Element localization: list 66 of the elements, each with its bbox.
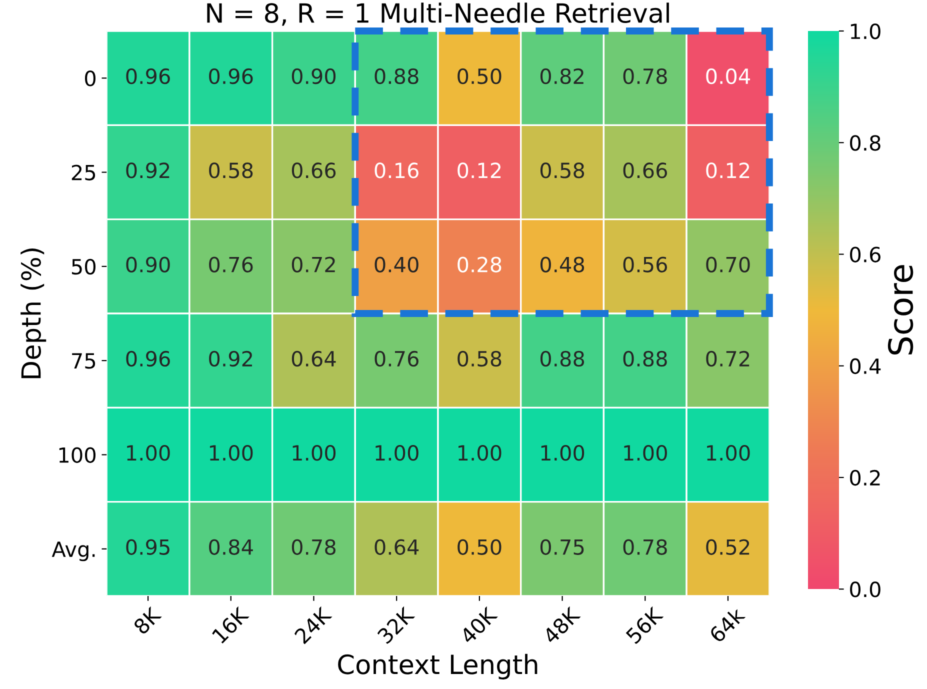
data-label: 0.72 <box>292 256 335 272</box>
data-label: 0.66 <box>292 162 336 178</box>
data-label: 0.56 <box>623 256 668 272</box>
data-label: 1.00 <box>707 445 750 461</box>
chart-title: N = 8, R = 1 Multi-Needle Retrieval <box>207 2 669 26</box>
data-label: 0.84 <box>209 539 253 555</box>
data-label: 0.12 <box>706 162 750 178</box>
data-label: 0.40 <box>374 256 418 272</box>
color-bar-label: 0.6 <box>850 246 880 262</box>
data-label: 0.58 <box>540 162 584 178</box>
data-label: 0.52 <box>706 539 750 555</box>
color-bar-label: 0.4 <box>850 358 881 374</box>
data-label: 0.58 <box>209 162 253 178</box>
data-label: 1.00 <box>458 445 502 461</box>
data-label: 0.95 <box>126 539 170 555</box>
data-label: 0.72 <box>706 350 750 367</box>
y-tick-label: 50 <box>72 258 96 275</box>
data-label: 0.75 <box>540 539 584 555</box>
y-tick-label: 75 <box>72 353 96 369</box>
data-label: 0.04 <box>706 68 750 84</box>
data-label: 0.50 <box>458 68 502 84</box>
y-tick-label: 100 <box>59 447 96 463</box>
data-label: 1.00 <box>292 445 336 461</box>
data-label: 1.00 <box>127 445 170 461</box>
data-label: 0.88 <box>374 68 418 84</box>
data-label: 0.50 <box>458 539 502 555</box>
data-label: 0.88 <box>540 350 584 367</box>
data-label: 0.76 <box>209 256 253 272</box>
x-tick-label: 64k <box>708 606 746 644</box>
x-axis-title: Context Length <box>338 654 538 680</box>
y-tick-label: Avg. <box>52 542 95 562</box>
data-label: 0.48 <box>540 256 584 272</box>
data-label: 0.12 <box>458 162 501 178</box>
y-tick-label: 25 <box>72 164 96 180</box>
data-label: 1.00 <box>624 445 667 461</box>
data-label: 0.78 <box>623 68 667 84</box>
data-label: 0.78 <box>292 539 336 555</box>
data-label: 1.00 <box>376 445 418 461</box>
color-bar-title: Score <box>888 265 914 355</box>
data-label: 0.66 <box>623 162 668 178</box>
data-label: 0.70 <box>706 256 750 272</box>
data-label: 0.76 <box>374 350 418 367</box>
data-label: 0.96 <box>126 350 170 367</box>
data-label: 0.92 <box>209 350 252 367</box>
data-label: 0.64 <box>374 539 419 555</box>
y-tick-label: 0 <box>85 70 96 86</box>
y-axis-title: Depth (%) <box>20 248 46 378</box>
data-label: 0.96 <box>209 68 253 84</box>
data-label: 0.64 <box>292 350 336 367</box>
x-tick-label: 8K <box>132 606 162 636</box>
data-label: 0.90 <box>126 256 170 272</box>
data-label: 1.00 <box>541 445 584 461</box>
color-bar-label: 0.0 <box>850 582 880 598</box>
data-label: 0.96 <box>126 68 170 84</box>
data-label: 0.28 <box>458 256 502 272</box>
data-label: 0.90 <box>292 68 336 84</box>
data-label: 0.92 <box>126 162 170 178</box>
color-bar-label: 1.0 <box>850 23 880 40</box>
data-label: 0.58 <box>458 350 502 367</box>
color-bar-label: 0.8 <box>850 135 880 151</box>
color-bar-label: 0.2 <box>850 470 880 486</box>
data-label: 0.78 <box>623 539 667 555</box>
data-label: 0.88 <box>623 350 667 367</box>
data-label: 1.00 <box>210 445 253 461</box>
data-label: 0.82 <box>540 68 584 84</box>
data-label: 0.16 <box>374 162 418 178</box>
